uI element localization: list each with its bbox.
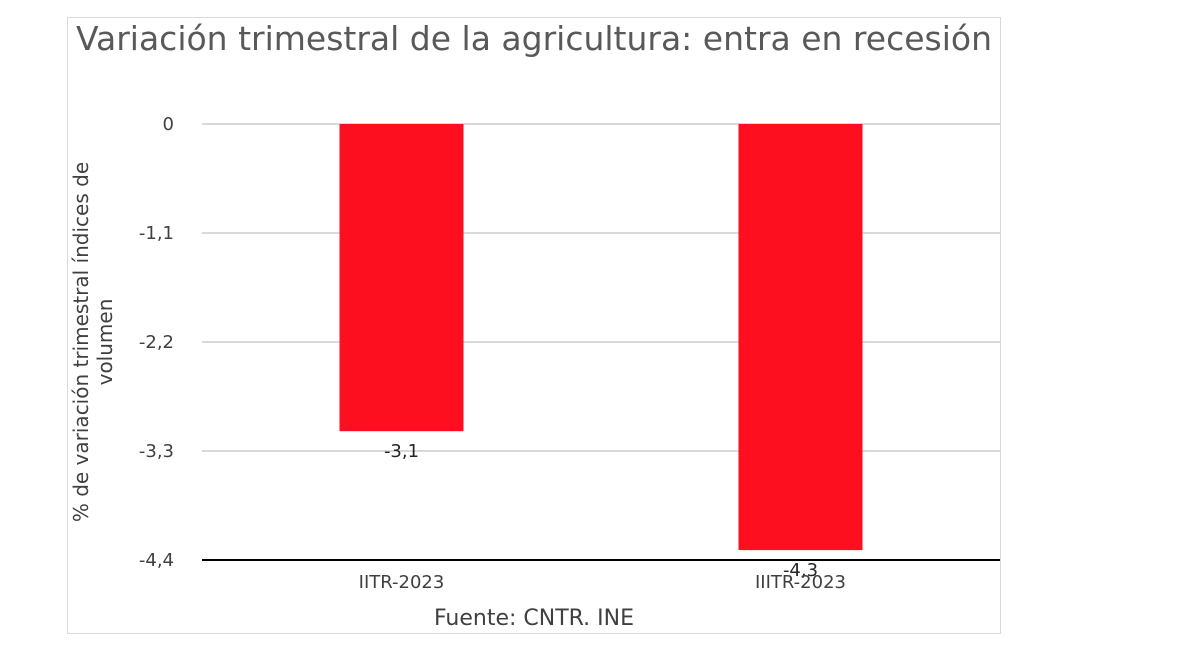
y-tick-label: -1,1 [139,223,174,244]
chart-title: Variación trimestral de la agricultura: … [75,19,992,58]
x-tick-label: IIITR-2023 [755,572,846,593]
bars [339,124,863,551]
labels: 0 -1,1 -2,2 -3,3 -4,4 -3,1 IITR-2023 -4,3IIITR-… [139,114,846,593]
y-tick-label: -3,3 [139,441,174,462]
y-tick-label: -2,2 [139,332,174,353]
data-label: -3,1 [384,441,419,462]
source-note: Fuente: CNTR. INE [433,606,635,631]
bar [738,124,863,551]
data-label: -4,3 [783,560,818,581]
x-tick-label: IITR-2023 [359,572,445,593]
y-tick-label: -4,4 [139,550,174,571]
y-tick-label: 0 [163,114,174,135]
bar [339,124,464,432]
grid-lines [202,123,1000,452]
